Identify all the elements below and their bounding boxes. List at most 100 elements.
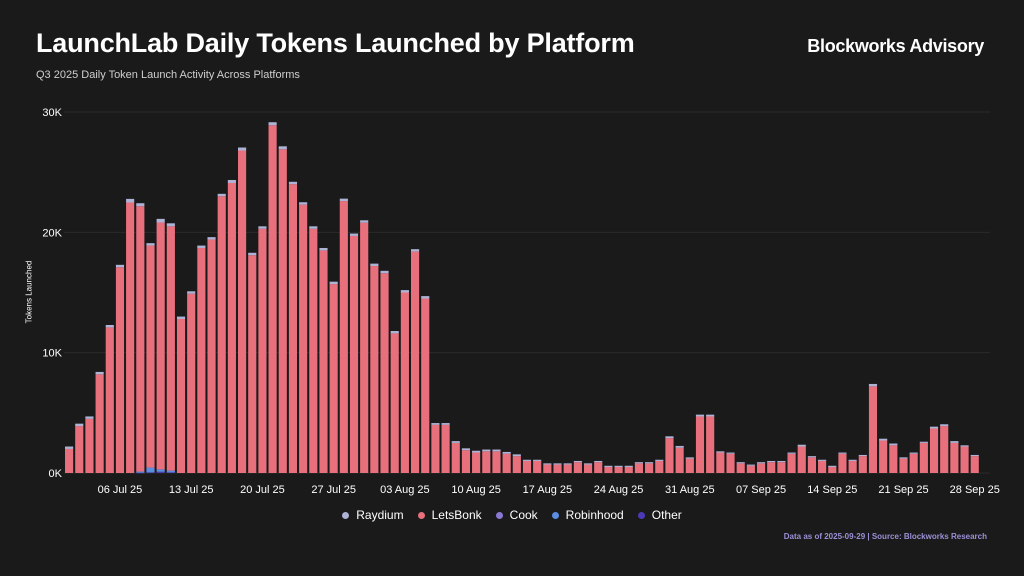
bar-letsbonk-2025-08-22[interactable] xyxy=(594,462,603,473)
bar-letsbonk-2025-08-28[interactable] xyxy=(655,460,664,473)
bar-raydium-2025-08-09[interactable] xyxy=(461,448,471,451)
bar-raydium-2025-07-02[interactable] xyxy=(75,423,84,427)
bar-raydium-2025-08-13[interactable] xyxy=(502,451,511,454)
bar-raydium-2025-07-24[interactable] xyxy=(299,202,308,205)
bar-robinhood-2025-07-08[interactable] xyxy=(136,471,145,473)
bar-raydium-2025-07-21[interactable] xyxy=(268,122,277,126)
bar-raydium-2025-08-08[interactable] xyxy=(451,441,460,443)
bar-letsbonk-2025-09-16[interactable] xyxy=(848,460,857,473)
bar-letsbonk-2025-09-26[interactable] xyxy=(950,442,959,473)
bar-letsbonk-2025-09-19[interactable] xyxy=(879,440,888,473)
bar-robinhood-2025-07-10[interactable] xyxy=(156,469,165,472)
bar-letsbonk-2025-07-05[interactable] xyxy=(105,327,114,473)
bar-letsbonk-2025-07-01[interactable] xyxy=(65,448,74,473)
bar-letsbonk-2025-09-03[interactable] xyxy=(716,452,725,473)
bar-letsbonk-2025-09-02[interactable] xyxy=(706,416,715,473)
bar-letsbonk-2025-09-18[interactable] xyxy=(868,386,878,473)
bar-raydium-2025-07-31[interactable] xyxy=(370,263,379,267)
bar-raydium-2025-09-12[interactable] xyxy=(807,456,816,458)
bar-letsbonk-2025-07-08[interactable] xyxy=(136,206,145,472)
bar-letsbonk-2025-07-14[interactable] xyxy=(197,247,206,473)
bar-letsbonk-2025-09-21[interactable] xyxy=(899,458,908,473)
bar-raydium-2025-09-15[interactable] xyxy=(838,452,847,454)
bar-letsbonk-2025-08-04[interactable] xyxy=(411,251,420,473)
bar-raydium-2025-09-13[interactable] xyxy=(818,459,827,461)
bar-other-2025-07-11[interactable] xyxy=(166,472,175,473)
bar-raydium-2025-09-07[interactable] xyxy=(756,462,766,464)
bar-raydium-2025-08-20[interactable] xyxy=(573,460,582,463)
bar-letsbonk-2025-09-14[interactable] xyxy=(828,466,837,473)
bar-raydium-2025-08-25[interactable] xyxy=(624,465,633,467)
bar-raydium-2025-09-22[interactable] xyxy=(909,452,918,454)
bar-letsbonk-2025-09-10[interactable] xyxy=(787,453,796,473)
bar-letsbonk-2025-09-23[interactable] xyxy=(919,442,928,473)
bar-raydium-2025-07-11[interactable] xyxy=(166,223,175,227)
bar-raydium-2025-08-11[interactable] xyxy=(482,449,491,452)
bar-raydium-2025-07-09[interactable] xyxy=(146,243,155,246)
bar-raydium-2025-09-21[interactable] xyxy=(899,457,908,459)
bar-letsbonk-2025-07-17[interactable] xyxy=(227,183,236,473)
bar-letsbonk-2025-07-28[interactable] xyxy=(339,201,348,474)
bar-raydium-2025-08-05[interactable] xyxy=(421,296,430,299)
bar-letsbonk-2025-09-27[interactable] xyxy=(960,446,969,473)
bar-letsbonk-2025-07-09[interactable] xyxy=(146,245,155,468)
bar-raydium-2025-07-18[interactable] xyxy=(238,147,247,151)
legend-item-cook[interactable]: Cook xyxy=(495,508,538,522)
bar-raydium-2025-09-23[interactable] xyxy=(919,441,928,443)
bar-raydium-2025-07-04[interactable] xyxy=(95,371,104,375)
bar-raydium-2025-07-14[interactable] xyxy=(197,245,206,248)
bar-letsbonk-2025-08-06[interactable] xyxy=(431,424,440,473)
bar-letsbonk-2025-09-13[interactable] xyxy=(818,460,827,473)
legend-item-other[interactable]: Other xyxy=(637,508,682,522)
bar-letsbonk-2025-08-17[interactable] xyxy=(543,464,552,473)
bar-letsbonk-2025-07-22[interactable] xyxy=(278,149,287,474)
bar-letsbonk-2025-08-12[interactable] xyxy=(492,451,501,473)
bar-raydium-2025-08-15[interactable] xyxy=(522,459,532,461)
bar-other-2025-07-09[interactable] xyxy=(146,472,155,473)
bar-letsbonk-2025-07-19[interactable] xyxy=(248,255,257,473)
bar-raydium-2025-07-13[interactable] xyxy=(187,291,196,294)
bar-other-2025-07-10[interactable] xyxy=(156,471,165,473)
bar-robinhood-2025-07-09[interactable] xyxy=(146,467,155,473)
bar-raydium-2025-07-20[interactable] xyxy=(258,226,267,229)
bar-letsbonk-2025-08-14[interactable] xyxy=(512,456,521,473)
bar-letsbonk-2025-08-21[interactable] xyxy=(583,464,593,473)
bar-letsbonk-2025-09-12[interactable] xyxy=(807,457,816,473)
bar-raydium-2025-08-06[interactable] xyxy=(431,423,440,425)
bar-letsbonk-2025-09-20[interactable] xyxy=(889,445,898,473)
bar-raydium-2025-09-10[interactable] xyxy=(787,452,796,454)
bar-letsbonk-2025-08-16[interactable] xyxy=(533,460,542,473)
bar-other-2025-07-08[interactable] xyxy=(136,472,145,474)
bar-raydium-2025-09-14[interactable] xyxy=(828,465,837,467)
bar-raydium-2025-08-14[interactable] xyxy=(512,454,521,457)
bar-letsbonk-2025-08-18[interactable] xyxy=(553,464,562,473)
bar-raydium-2025-08-02[interactable] xyxy=(390,331,399,334)
bar-letsbonk-2025-07-13[interactable] xyxy=(187,293,196,473)
bar-letsbonk-2025-08-01[interactable] xyxy=(380,273,389,473)
bar-letsbonk-2025-09-15[interactable] xyxy=(838,453,847,473)
bar-letsbonk-2025-08-26[interactable] xyxy=(634,463,643,473)
bar-raydium-2025-08-30[interactable] xyxy=(675,445,684,448)
bar-letsbonk-2025-07-02[interactable] xyxy=(75,426,84,473)
bar-letsbonk-2025-09-04[interactable] xyxy=(726,453,735,473)
bar-letsbonk-2025-09-17[interactable] xyxy=(858,456,867,473)
bar-raydium-2025-07-08[interactable] xyxy=(136,203,145,207)
bar-letsbonk-2025-08-19[interactable] xyxy=(563,464,572,473)
bar-letsbonk-2025-07-07[interactable] xyxy=(126,202,135,474)
bar-raydium-2025-07-05[interactable] xyxy=(105,324,114,328)
bar-letsbonk-2025-08-03[interactable] xyxy=(400,292,409,474)
bar-letsbonk-2025-08-13[interactable] xyxy=(502,453,511,473)
bar-letsbonk-2025-07-04[interactable] xyxy=(95,374,104,473)
bar-letsbonk-2025-08-30[interactable] xyxy=(675,447,684,473)
bar-letsbonk-2025-07-20[interactable] xyxy=(258,228,267,473)
bar-raydium-2025-09-08[interactable] xyxy=(767,460,776,463)
bar-letsbonk-2025-08-20[interactable] xyxy=(573,462,582,473)
bar-raydium-2025-09-02[interactable] xyxy=(706,414,715,417)
bar-raydium-2025-09-06[interactable] xyxy=(746,464,755,466)
bar-raydium-2025-08-26[interactable] xyxy=(634,462,643,464)
bar-raydium-2025-08-01[interactable] xyxy=(380,270,389,274)
bar-raydium-2025-09-16[interactable] xyxy=(848,459,857,461)
bar-raydium-2025-09-03[interactable] xyxy=(716,451,725,453)
bar-raydium-2025-09-26[interactable] xyxy=(950,441,959,443)
bar-raydium-2025-07-30[interactable] xyxy=(360,220,369,223)
